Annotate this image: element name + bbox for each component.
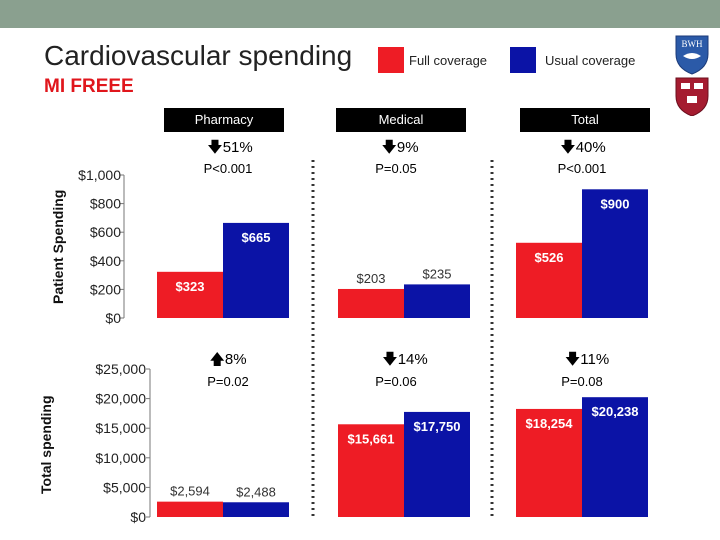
bar-total-usual bbox=[582, 397, 648, 517]
top-change-medical: 🡇9% bbox=[381, 139, 419, 156]
bar-medical-full bbox=[338, 288, 404, 318]
legend-label-full: Full coverage bbox=[409, 53, 488, 68]
bottom-change-medical: 🡇14% bbox=[382, 351, 428, 368]
arrow-down-icon: 🡇 bbox=[382, 351, 398, 368]
chart-1-tick-label: $5,000 bbox=[103, 479, 146, 495]
top-banner bbox=[0, 0, 720, 28]
top-change-pharmacy: 🡇51% bbox=[207, 139, 253, 156]
bar-value-label: $526 bbox=[535, 250, 564, 265]
chart-1-tick-label: $15,000 bbox=[95, 420, 146, 436]
chart-1-tick-label: $20,000 bbox=[95, 391, 146, 407]
bar-total-full bbox=[516, 242, 582, 318]
header-pharmacy: Pharmacy bbox=[164, 108, 284, 132]
chart-0-tick-label: $400 bbox=[90, 253, 121, 269]
page-title: Cardiovascular spending bbox=[44, 40, 353, 71]
arrow-down-icon: 🡇 bbox=[381, 139, 397, 156]
bar-medical-usual bbox=[404, 411, 470, 517]
bar-medical-usual bbox=[404, 284, 470, 318]
page-subtitle: MI FREEE bbox=[44, 76, 134, 97]
top-change-total: 🡇40% bbox=[560, 139, 606, 156]
bottom-pvalue-medical: P=0.06 bbox=[375, 374, 417, 389]
arrow-down-icon: 🡇 bbox=[560, 139, 576, 156]
bar-pharmacy-full bbox=[157, 501, 223, 517]
chart-1-tick-label: $25,000 bbox=[95, 361, 146, 377]
top-pvalue-total: P<0.001 bbox=[557, 161, 607, 176]
chart-0-tick-label: $600 bbox=[90, 224, 121, 240]
legend-label-usual: Usual coverage bbox=[545, 53, 636, 68]
header-medical: Medical bbox=[336, 108, 466, 132]
chart-0-tick-label: $1,000 bbox=[78, 167, 121, 183]
chart-1-tick-label: $10,000 bbox=[95, 450, 146, 466]
bar-medical-full bbox=[338, 424, 404, 517]
top-pvalue-medical: P=0.05 bbox=[375, 161, 417, 176]
bottom-change-total: 🡇11% bbox=[564, 351, 610, 368]
legend-swatch-usual bbox=[510, 47, 536, 73]
logo-text: BWH bbox=[682, 39, 703, 49]
bottom-pvalue-total: P=0.08 bbox=[561, 374, 603, 389]
chart-1-tick-label: $0 bbox=[130, 509, 146, 525]
bottom-change-pharmacy: 🡅8% bbox=[209, 351, 247, 368]
bar-total-full bbox=[516, 408, 582, 517]
chart-0-tick-label: $800 bbox=[90, 196, 121, 212]
arrow-down-icon: 🡇 bbox=[207, 139, 223, 156]
chart-0-tick-label: $200 bbox=[90, 281, 121, 297]
bar-value-label: $18,254 bbox=[526, 416, 574, 431]
bar-value-label: $323 bbox=[176, 279, 205, 294]
arrow-down-icon: 🡇 bbox=[564, 351, 581, 368]
top-pvalue-pharmacy: P<0.001 bbox=[203, 161, 253, 176]
legend-swatch-full bbox=[378, 47, 404, 73]
bar-value-label: $2,594 bbox=[170, 484, 210, 499]
bottom-pvalue-pharmacy: P=0.02 bbox=[207, 374, 249, 389]
bar-value-label: $17,750 bbox=[414, 419, 461, 434]
bar-value-label: $203 bbox=[357, 271, 386, 286]
chart-0-tick-label: $0 bbox=[105, 310, 121, 326]
arrow-up-icon: 🡅 bbox=[209, 351, 225, 368]
bar-pharmacy-usual bbox=[223, 502, 289, 517]
bar-value-label: $15,661 bbox=[348, 431, 395, 446]
bar-pharmacy-full bbox=[157, 271, 223, 318]
bar-value-label: $900 bbox=[601, 196, 630, 211]
harvard-bwh-logo: BWH bbox=[675, 35, 709, 116]
bar-pharmacy-usual bbox=[223, 222, 289, 318]
bar-value-label: $235 bbox=[423, 266, 452, 281]
header-total: Total bbox=[520, 108, 650, 132]
bar-total-usual bbox=[582, 189, 648, 318]
bar-value-label: $665 bbox=[242, 230, 271, 245]
bar-value-label: $20,238 bbox=[592, 404, 639, 419]
bar-value-label: $2,488 bbox=[236, 484, 276, 499]
